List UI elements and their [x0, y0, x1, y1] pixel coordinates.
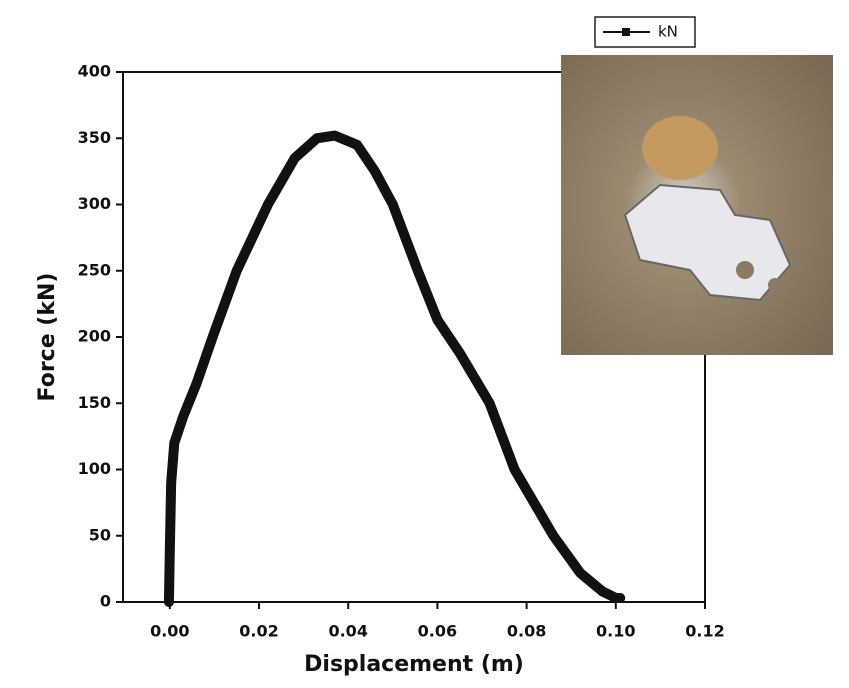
y-tick-label: 100 [78, 459, 111, 478]
x-tick-label: 0.04 [328, 622, 367, 641]
inset-photo [561, 55, 833, 355]
y-tick-label: 200 [78, 327, 111, 346]
y-tick-label: 150 [78, 393, 111, 412]
y-axis-label: Force (kN) [35, 273, 60, 402]
y-tick-label: 250 [78, 260, 111, 279]
x-tick-label: 0.08 [507, 622, 546, 641]
x-tick-label: 0.00 [150, 622, 189, 641]
x-tick-label: 0.06 [418, 622, 457, 641]
y-tick-label: 350 [78, 128, 111, 147]
y-tick-label: 50 [89, 525, 111, 544]
x-tick-label: 0.10 [596, 622, 635, 641]
data-line [163, 130, 626, 607]
x-tick-label: 0.02 [239, 622, 278, 641]
y-tick-label: 0 [100, 592, 111, 611]
x-tick-label: 0.12 [685, 622, 724, 641]
legend: kN [594, 16, 696, 48]
y-tick-label: 400 [78, 62, 111, 81]
legend-label: kN [658, 23, 678, 41]
x-axis-label: Displacement (m) [304, 652, 524, 677]
y-tick-label: 300 [78, 194, 111, 213]
